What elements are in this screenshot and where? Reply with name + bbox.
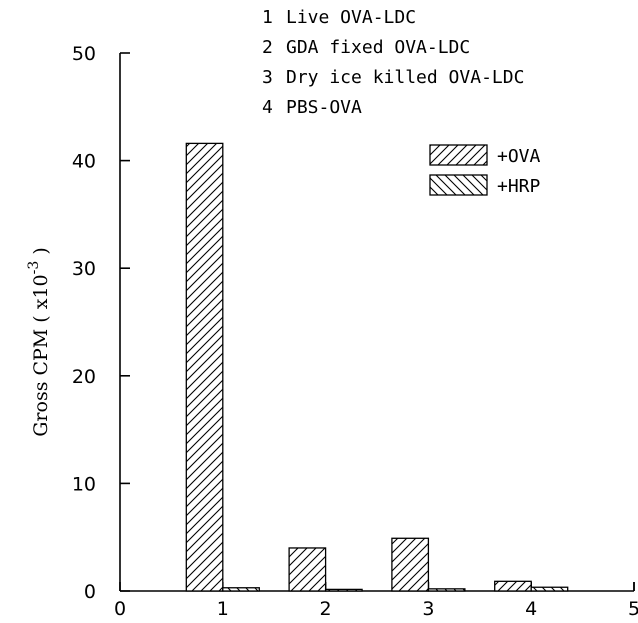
y-tick-label: 20 (72, 366, 96, 388)
y-tick-label: 10 (72, 473, 96, 495)
group-key-label: Dry ice killed OVA-LDC (286, 67, 524, 88)
bar-ova-4 (494, 580, 532, 592)
group-key-legend: 1 Live OVA-LDC 2 GDA fixed OVA-LDC 3 Dry ice … (262, 7, 524, 118)
legend-label: +HRP (497, 176, 541, 197)
x-tick-label: 2 (320, 598, 332, 620)
x-tick-label: 0 (114, 598, 126, 620)
bar-ova-3 (391, 537, 430, 592)
y-axis-label-exponent: -3 (26, 261, 42, 275)
y-tick-label: 30 (72, 258, 96, 280)
y-axis-label-suffix: ) (30, 247, 52, 260)
group-key-label: GDA fixed OVA-LDC (286, 37, 470, 58)
x-tick-label: 1 (217, 598, 229, 620)
legend-label: +OVA (497, 146, 541, 167)
group-key-label: Live OVA-LDC (286, 7, 416, 28)
bars (185, 142, 569, 592)
bar-hrp-4 (530, 586, 569, 592)
y-axis-label: Gross CPM ( x10-3 ) (26, 247, 52, 437)
group-key-number: 1 (262, 7, 273, 28)
y-tick-label: 50 (72, 43, 96, 65)
group-key-number: 4 (262, 97, 273, 118)
bar-ova-1 (185, 142, 224, 592)
bar-hrp-2 (324, 588, 363, 592)
y-ticks: 0 10 20 30 40 50 (72, 43, 130, 603)
legend-swatch-hrp (429, 174, 488, 196)
x-tick-label: 5 (628, 598, 638, 620)
x-tick-label: 3 (422, 598, 434, 620)
y-tick-label: 40 (72, 151, 96, 173)
bar-hrp-3 (427, 588, 466, 592)
x-tick-label: 4 (525, 598, 537, 620)
group-key-label: PBS-OVA (286, 97, 362, 118)
bar-ova-2 (288, 547, 327, 592)
group-key-number: 2 (262, 37, 273, 58)
group-key-number: 3 (262, 67, 273, 88)
series-legend: +OVA +HRP (429, 144, 541, 197)
legend-swatch-ova (429, 144, 488, 166)
bar-hrp-1 (222, 587, 260, 592)
y-axis-label-text: Gross CPM ( x10 (30, 274, 52, 436)
y-tick-label: 0 (84, 581, 96, 603)
